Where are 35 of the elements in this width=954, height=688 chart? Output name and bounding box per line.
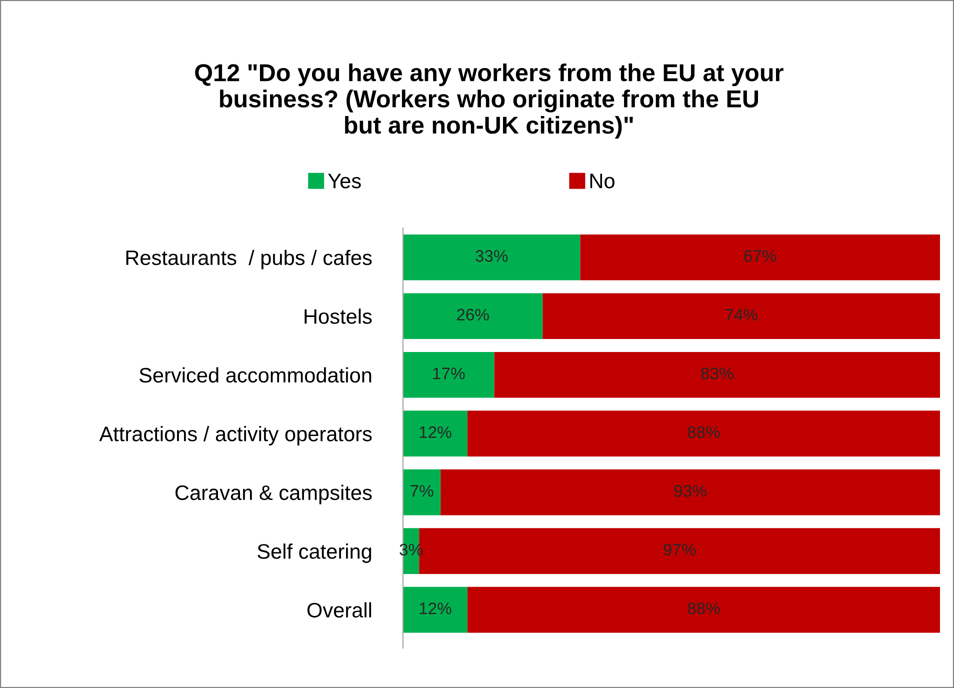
data-label: 67% [744,250,776,262]
bar [494,352,940,398]
bar [403,410,468,457]
data-label: 83% [701,368,734,380]
data-label: 12% [420,426,452,438]
y-tick-label: Attractions / activity operators [99,426,372,446]
bar [580,234,940,280]
data-label: 88% [688,426,720,438]
y-tick-label: Serviced accommodation [140,367,372,383]
data-label: 17% [433,368,465,380]
data-label: 26% [456,308,489,321]
data-label: 33% [476,250,508,262]
data-label: 7% [410,485,434,497]
bar [467,410,940,457]
data-label: 97% [664,544,696,556]
y-tick-label: Self catering [258,544,372,563]
legend-label: No [590,174,614,188]
bar [403,586,468,633]
bar [440,469,940,516]
bar [403,293,543,340]
bar [403,234,580,280]
y-tick-label: Overall [307,602,372,618]
chart-title: Q12 "Do you have any workers from the EU at your business? (Workers who originate from the EU but are non-UK citizens)" [195,63,784,139]
legend-label: Yes [328,174,361,188]
y-tick-label: Restaurants / pubs / cafes [126,250,372,270]
data-label: 93% [674,485,706,497]
bar [403,469,441,516]
data-label: 88% [688,602,720,614]
bar [467,586,940,633]
bar [403,352,494,398]
y-tick-label: Caravan & campsites [176,484,372,504]
y-tick-label: Hostels [304,308,372,324]
data-label: 12% [420,602,452,614]
data-label: 74% [725,308,758,321]
bar [542,293,940,340]
